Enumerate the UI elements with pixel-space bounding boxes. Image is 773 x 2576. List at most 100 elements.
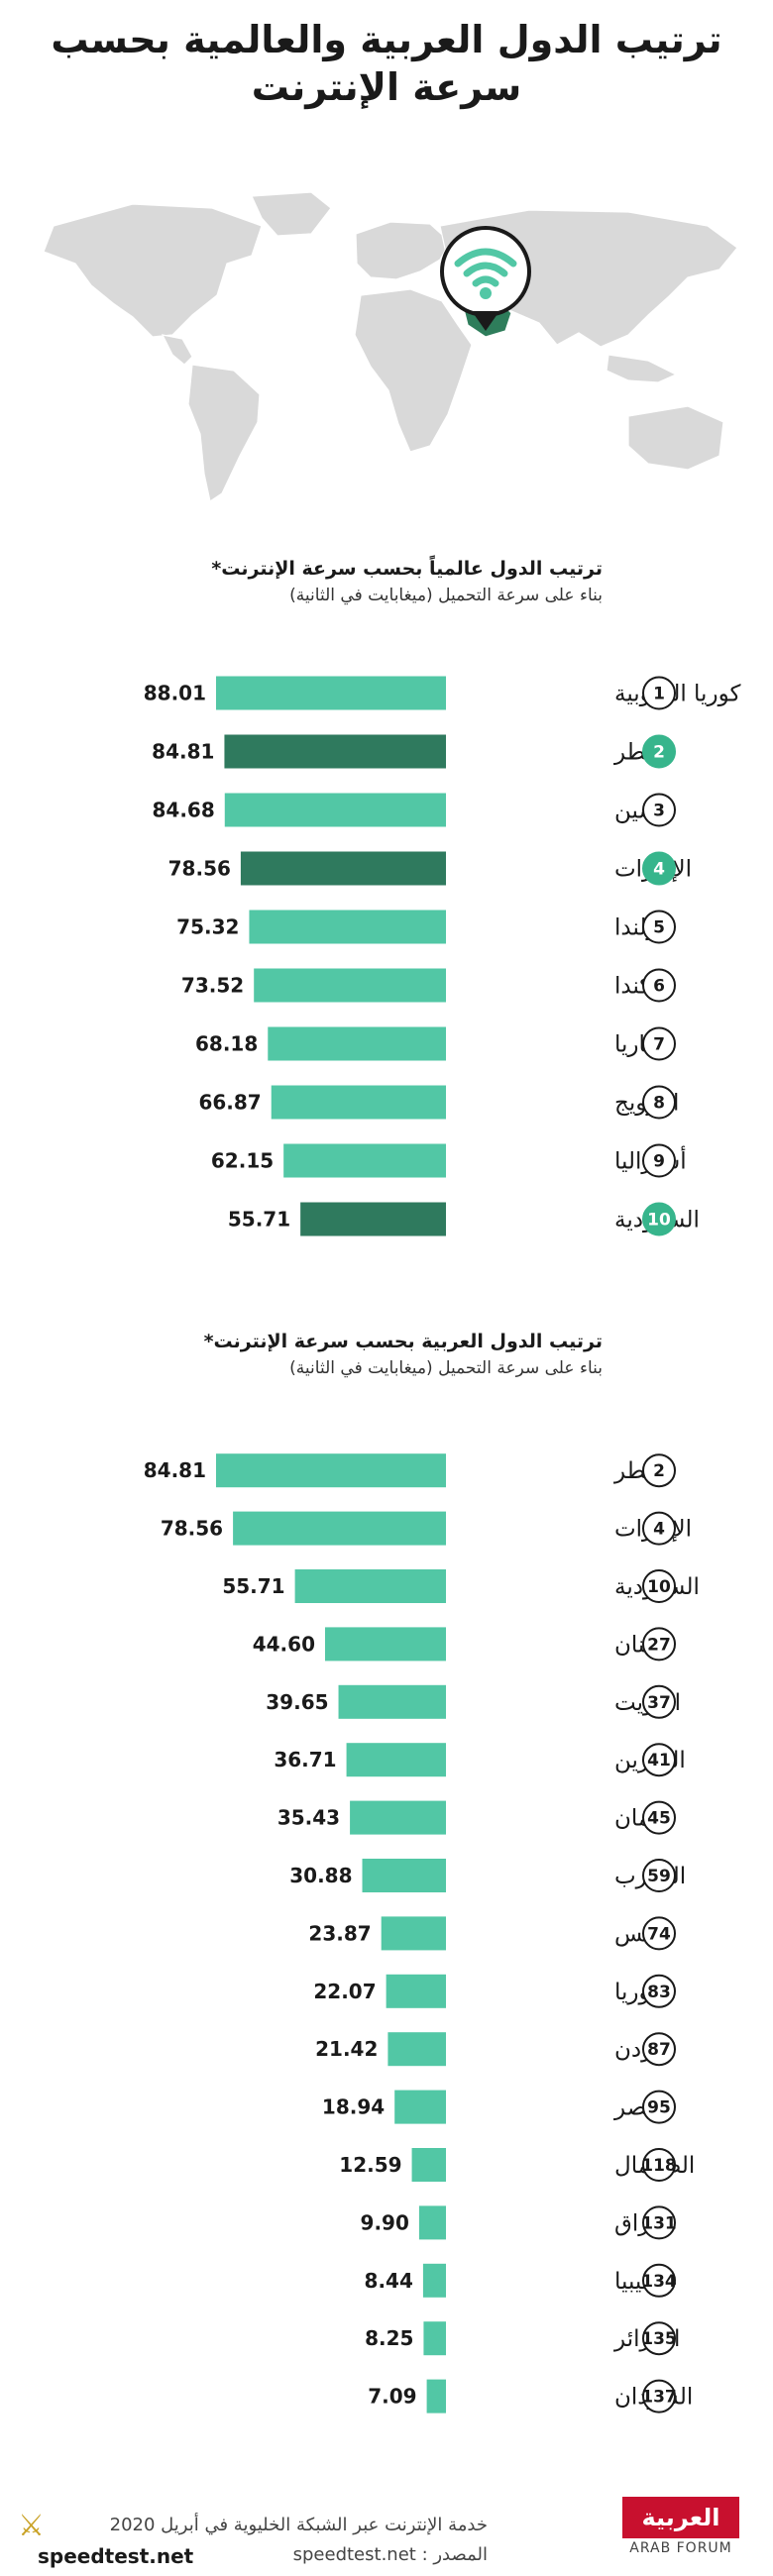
bar [300, 1202, 446, 1236]
bar [423, 2321, 446, 2356]
central-america-landmass [161, 334, 193, 366]
rank-badge [642, 1026, 676, 1061]
rank-number: 59 [647, 1867, 671, 1886]
rank-number: 137 [641, 2388, 677, 2408]
bar [418, 2205, 446, 2240]
rank-number: 10 [647, 1577, 671, 1597]
brand-logo: العربية ARAB FORUM [622, 2497, 739, 2560]
rank-badge [642, 851, 676, 886]
rank-number: 74 [647, 1924, 671, 1944]
rank-number: 4 [653, 1520, 665, 1540]
arab-ranking-chart: 84.81قطر278.56الإمارات455.71السعودية1044… [144, 1453, 700, 2414]
rank-number: 5 [653, 918, 665, 938]
country-name: كوريا الجنوبية [614, 682, 740, 707]
value-label: 66.87 [198, 1091, 261, 1115]
rank-number: 41 [647, 1751, 671, 1771]
rank-number: 4 [653, 860, 665, 880]
value-label: 78.56 [168, 857, 231, 881]
rank-number: 135 [641, 2329, 677, 2349]
crossed-swords-icon: ⚔ [18, 2509, 45, 2543]
rank-badge [642, 1800, 676, 1835]
forum-watermark: ⚔ speedtest.net [8, 2505, 196, 2574]
bar [283, 1143, 446, 1178]
rank-badge [642, 2032, 676, 2067]
rank-badge [642, 1453, 676, 1488]
rank-number: 6 [653, 977, 665, 997]
rank-badge [642, 1916, 676, 1951]
rank-badge [642, 2205, 676, 2240]
rank-badge [642, 2263, 676, 2298]
bar [233, 1511, 446, 1546]
rank-badge [642, 2148, 676, 2182]
rank-badge [642, 734, 676, 769]
rank-number: 95 [647, 2098, 671, 2118]
page-title: ترتيب الدول العربية والعالمية بحسب سرعة … [51, 18, 722, 109]
bar [381, 1916, 446, 1951]
value-label: 78.56 [161, 1517, 223, 1541]
rank-badge [642, 2321, 676, 2356]
value-label: 23.87 [308, 1921, 371, 1945]
rank-badge [642, 793, 676, 827]
rank-badge [642, 1202, 676, 1236]
rank-number: 2 [653, 743, 665, 763]
wifi-icon-dot [480, 287, 492, 299]
rank-badge [642, 1085, 676, 1120]
europe-landmass [355, 221, 451, 280]
rank-badge [642, 1627, 676, 1662]
bar [338, 1684, 446, 1719]
rank-badge [642, 1569, 676, 1603]
value-label: 62.15 [211, 1149, 274, 1173]
bar [240, 851, 446, 886]
bar [216, 676, 446, 710]
rank-number: 10 [647, 1211, 671, 1231]
rank-number: 9 [653, 1152, 665, 1172]
global-section-title: ترتيب الدول عالمياً بحسب سرعة الإنترنت* [211, 558, 603, 580]
value-label: 55.71 [222, 1574, 284, 1598]
bar [254, 968, 446, 1003]
global-section-header: ترتيب الدول عالمياً بحسب سرعة الإنترنت* … [211, 555, 603, 608]
global-section-subtitle: بناء على سرعة التحميل (ميغابايت في الثان… [289, 586, 603, 605]
wifi-pin-marker [440, 226, 531, 331]
rank-badge [642, 1143, 676, 1178]
value-label: 8.44 [365, 2269, 413, 2293]
bar [386, 1974, 446, 2008]
value-label: 35.43 [277, 1806, 340, 1830]
bar [294, 1569, 446, 1603]
bar [422, 2263, 446, 2298]
value-label: 55.71 [228, 1208, 290, 1232]
value-label: 18.94 [322, 2095, 385, 2119]
brand-logo-sub: ARAB FORUM [629, 2540, 732, 2556]
wifi-icon [454, 248, 517, 287]
value-label: 12.59 [339, 2153, 401, 2177]
rank-number: 118 [641, 2156, 677, 2176]
south-america-landmass [187, 364, 261, 502]
bar [324, 1627, 446, 1662]
rank-badge [642, 1974, 676, 2008]
value-label: 8.25 [365, 2326, 413, 2350]
bar [249, 910, 446, 944]
footer-description: خدمة الإنترنت عبر الشبكة الخليوية في أبر… [109, 2515, 488, 2535]
rank-badge [642, 968, 676, 1003]
world-map [43, 191, 738, 502]
rank-badge [642, 1743, 676, 1777]
australia-landmass [627, 405, 724, 471]
value-label: 68.18 [195, 1032, 258, 1056]
bar [346, 1743, 446, 1777]
value-label: 44.60 [253, 1632, 315, 1656]
bar [350, 1800, 446, 1835]
rank-number: 2 [653, 1461, 665, 1481]
arab-section-subtitle: بناء على سرعة التحميل (ميغابايت في الثان… [289, 1358, 603, 1378]
value-label: 21.42 [315, 2037, 378, 2061]
value-label: 75.32 [176, 915, 239, 939]
value-label: 73.52 [181, 974, 244, 998]
arab-section-title: ترتيب الدول العربية بحسب سرعة الإنترنت* [203, 1331, 603, 1352]
rank-number: 83 [647, 1983, 671, 2002]
value-label: 84.68 [153, 799, 215, 822]
value-label: 9.90 [361, 2210, 409, 2234]
rank-number: 3 [653, 802, 665, 821]
value-label: 84.81 [152, 740, 214, 764]
rank-number: 7 [653, 1035, 665, 1055]
bar [394, 2090, 446, 2124]
africa-landmass [354, 288, 473, 453]
